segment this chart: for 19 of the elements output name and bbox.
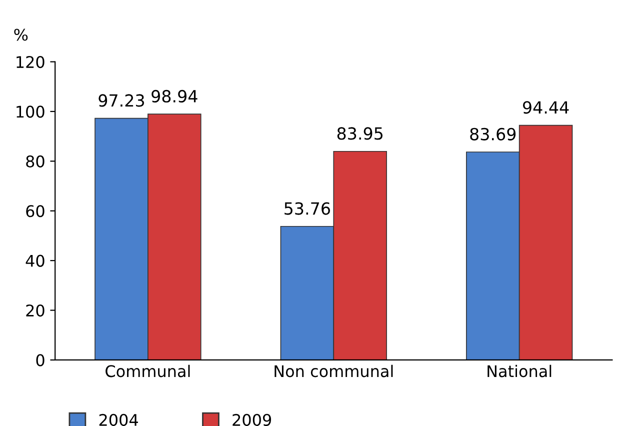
data-label: 53.76 — [284, 202, 330, 215]
data-label: 94.44 — [522, 101, 569, 114]
data-label: 83.95 — [337, 127, 383, 140]
y-tick-label: 100 — [16, 106, 44, 118]
x-tick-label: Non communal — [274, 364, 393, 378]
x-tick-label: Communal — [106, 364, 190, 378]
legend-label: 2004 — [99, 414, 138, 426]
y-tick-label: 80 — [26, 155, 44, 168]
y-tick-label: 60 — [26, 205, 44, 218]
data-label: 98.94 — [152, 90, 198, 103]
legend-label: 2009 — [232, 414, 272, 426]
y-tick-label: 120 — [16, 56, 44, 68]
data-label: 83.69 — [470, 128, 516, 140]
data-label: 97.23 — [98, 94, 144, 107]
x-tick-label: National — [488, 364, 552, 378]
y-tick-label: 20 — [26, 304, 44, 317]
y-axis-title: % — [14, 28, 28, 41]
y-tick-label: 40 — [26, 254, 44, 267]
y-tick-label: 0 — [36, 354, 44, 366]
